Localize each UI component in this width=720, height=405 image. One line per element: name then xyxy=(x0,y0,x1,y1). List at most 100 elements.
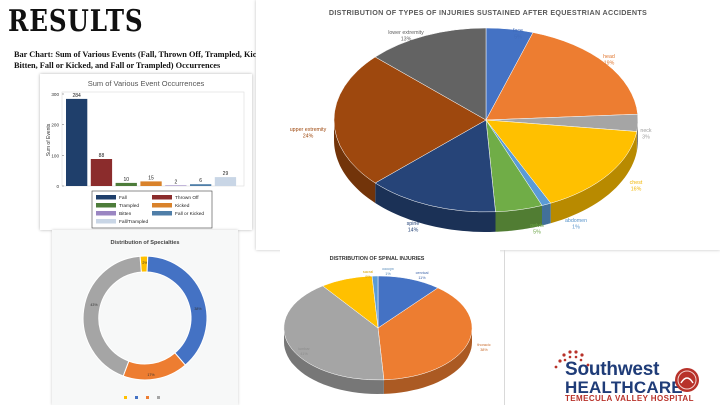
events-ytick: 0 xyxy=(56,184,59,189)
specialties-legend-swatch xyxy=(146,396,149,399)
events-legend-swatch xyxy=(96,219,116,224)
specialties-slice-label: 43% xyxy=(90,303,98,307)
injuries-label-head: head xyxy=(603,54,615,60)
injuries-pct-upper-extremity: 24% xyxy=(303,134,314,140)
events-ytick: 100 xyxy=(51,153,59,158)
injuries-label-face: face xyxy=(513,28,523,34)
spinal-label-thoracic: thoracic xyxy=(477,343,490,347)
spinal-pct-sacral: 9% xyxy=(365,275,371,279)
spinal-pie-sides xyxy=(284,328,472,394)
spinal-slice-cervical xyxy=(377,275,439,329)
injuries-slice-lower extremity xyxy=(374,27,487,121)
events-bar-value: 29 xyxy=(223,171,229,177)
injuries-chart-panel: DISTRIBUTION OF TYPES OF INJURIES SUSTAI… xyxy=(256,0,720,250)
injuries-pie-chart: face5%head19%neck3%chest16%abdomen1%pelv… xyxy=(290,27,652,236)
logo-seal-icon xyxy=(675,368,699,392)
logo-text-southwest: Southwest xyxy=(565,359,660,380)
spinal-side-thoracic xyxy=(383,328,472,394)
events-legend-swatch xyxy=(96,211,116,216)
events-legend-label: Fall/Trampled xyxy=(119,219,148,225)
events-legend: Fall Thrown Off Trampled Kicked Bitten Fall o… xyxy=(91,190,213,229)
specialties-chart-panel: Distribution of Specialties 2% 38% 17% 43% xyxy=(52,230,238,405)
injuries-side-spine xyxy=(375,183,496,232)
injuries-label-pelvis: pelvis xyxy=(530,223,544,229)
specialties-legend-swatch xyxy=(157,396,160,399)
events-chart-title: Sum of Various Event Occurrences xyxy=(88,79,205,88)
page-title: RESULTS xyxy=(8,4,144,39)
specialties-legend-swatch xyxy=(135,396,138,399)
injuries-label-lower-extremity: lower extremity xyxy=(388,30,424,36)
spinal-pct-coccyx: 1% xyxy=(385,272,391,276)
injuries-pct-face: 5% xyxy=(514,35,522,41)
injuries-pie-sides xyxy=(334,120,638,232)
injuries-pct-head: 19% xyxy=(604,61,615,67)
injuries-pie-slices xyxy=(333,27,639,213)
bar-chart-caption: Bar Chart: Sum of Various Events (Fall, … xyxy=(14,50,270,70)
events-legend-swatch xyxy=(152,195,172,200)
events-legend-label: Thrown Off xyxy=(175,195,199,201)
logo-text-hospital: TEMECULA VALLEY HOSPITAL xyxy=(565,394,694,403)
events-bar-value: 284 xyxy=(72,93,81,99)
events-bar xyxy=(165,185,187,186)
events-legend-swatch xyxy=(96,195,116,200)
events-ytick: 300 xyxy=(51,92,59,97)
spinal-pct-thoracic: 38% xyxy=(480,348,488,352)
spinal-slice-lumbar xyxy=(283,285,385,381)
events-bar-value: 15 xyxy=(148,175,154,181)
events-legend-swatch xyxy=(96,203,116,208)
events-legend-label: Fall xyxy=(119,195,127,201)
specialties-slice-label: 17% xyxy=(147,373,155,377)
spinal-side-lumbar xyxy=(284,328,384,394)
injuries-slice-spine xyxy=(374,119,496,213)
injuries-slice-upper extremity xyxy=(333,56,487,184)
spinal-label-coccyx: coccyx xyxy=(382,267,394,271)
events-bar-value: 88 xyxy=(99,153,105,159)
logo-text-healthcare: HEALTHCARE xyxy=(565,378,683,397)
specialties-slice-label: 2% xyxy=(142,261,148,265)
injuries-pct-pelvis: 5% xyxy=(533,230,541,236)
events-legend-swatch xyxy=(152,211,172,216)
injuries-pct-chest: 16% xyxy=(631,187,642,193)
events-bar-value: 10 xyxy=(123,177,129,183)
events-bar xyxy=(90,159,113,186)
specialties-slice xyxy=(82,255,142,377)
injuries-label-spine: spine xyxy=(407,221,420,227)
events-legend-label: Bitten xyxy=(119,211,132,217)
events-legend-label: Kicked xyxy=(175,203,190,209)
specialties-chart-title: Distribution of Specialties xyxy=(111,240,180,246)
injuries-slice-head xyxy=(485,32,638,121)
injuries-label-chest: chest xyxy=(630,180,643,186)
injuries-side-abdomen xyxy=(542,203,551,226)
events-legend-label: Fall or Kicked xyxy=(175,211,204,217)
injuries-label-upper-extremity: upper extremity xyxy=(290,127,327,133)
injuries-pct-abdomen: 1% xyxy=(572,225,580,231)
events-bar-value: 2 xyxy=(174,179,177,185)
injuries-side-pelvis xyxy=(495,205,542,232)
events-bar xyxy=(140,181,162,186)
injuries-label-neck: neck xyxy=(640,128,652,134)
specialties-donut-chart: Distribution of Specialties 2% 38% 17% 43% xyxy=(82,240,208,399)
spinal-label-cervical: cervical xyxy=(416,271,429,275)
events-bar-value: 6 xyxy=(199,178,202,184)
injuries-slice-chest xyxy=(485,119,638,204)
spinal-slice-thoracic xyxy=(377,287,473,381)
injuries-pct-spine: 14% xyxy=(408,228,419,234)
events-bar xyxy=(214,177,237,186)
spinal-pct-cervical: 11% xyxy=(418,276,426,280)
spinal-label-sacral: sacral xyxy=(363,270,373,274)
spinal-chart-panel: DISTRIBUTION OF SPINAL INJURIES cervical 1… xyxy=(280,250,500,405)
divider xyxy=(504,250,505,405)
events-bar-chart: Sum of Various Event Occurrences 0 100 200 3… xyxy=(46,79,245,229)
events-bar xyxy=(190,184,212,186)
injuries-labels: face5%head19%neck3%chest16%abdomen1%pelv… xyxy=(290,28,652,236)
spinal-slice-coccyx xyxy=(371,275,379,329)
events-bar xyxy=(66,98,88,186)
events-ytick: 200 xyxy=(51,123,59,128)
specialties-legend-swatch xyxy=(124,396,127,399)
spinal-chart-title: DISTRIBUTION OF SPINAL INJURIES xyxy=(330,256,425,262)
injuries-label-abdomen: abdomen xyxy=(565,218,587,224)
injuries-side-chest xyxy=(550,131,637,224)
logo-burst-icon xyxy=(554,350,590,369)
events-plot-area xyxy=(61,91,245,187)
